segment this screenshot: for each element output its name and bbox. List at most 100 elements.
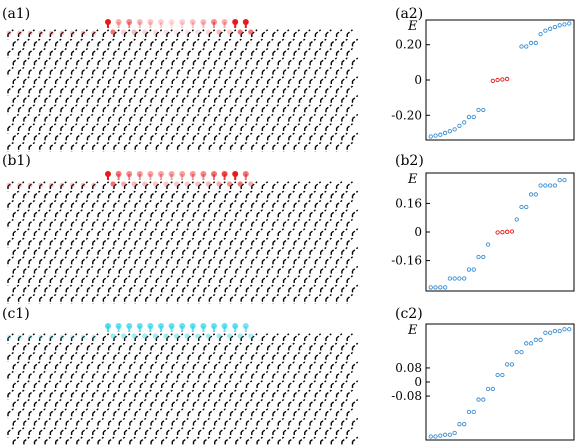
bond	[272, 29, 279, 35]
bulk-state-point	[481, 254, 486, 260]
bond	[145, 104, 152, 110]
bond	[246, 95, 253, 101]
bond	[288, 228, 295, 234]
bond	[277, 380, 285, 386]
bond	[224, 265, 232, 272]
bond	[155, 104, 163, 110]
bond	[214, 247, 221, 253]
bond	[39, 352, 46, 358]
bond	[145, 181, 152, 187]
bond	[161, 284, 168, 290]
bulk-state-point	[528, 192, 534, 197]
bond	[12, 436, 20, 442]
bond	[177, 29, 184, 35]
bond	[97, 399, 104, 405]
bond	[346, 370, 353, 377]
bond	[140, 132, 147, 138]
edge-state-point	[509, 229, 515, 234]
bond	[12, 209, 20, 215]
bond	[60, 256, 67, 262]
bond	[203, 190, 210, 196]
bond	[92, 333, 99, 339]
bond	[352, 209, 359, 215]
bond	[314, 181, 322, 187]
bond	[272, 275, 279, 281]
bond	[102, 218, 110, 225]
bond	[166, 29, 173, 35]
bond	[118, 265, 126, 272]
bond	[65, 38, 73, 44]
bond	[140, 265, 147, 272]
bond	[129, 436, 136, 442]
bond	[235, 342, 242, 348]
bond	[34, 265, 41, 272]
bond	[65, 190, 73, 196]
bond	[108, 113, 115, 120]
bond	[177, 48, 184, 54]
bond	[230, 370, 237, 377]
bond	[28, 123, 35, 129]
bond	[65, 417, 73, 424]
bond	[129, 247, 136, 253]
bond	[299, 209, 306, 215]
bond	[145, 200, 152, 206]
bond	[108, 417, 115, 424]
bond	[246, 417, 253, 424]
bond	[28, 333, 35, 339]
bond	[155, 408, 163, 414]
bond	[145, 352, 152, 358]
bulk-state-point	[524, 341, 529, 346]
bond	[346, 389, 353, 395]
bond	[39, 256, 46, 262]
bond	[230, 29, 237, 35]
edge-site	[6, 334, 12, 340]
bond	[187, 123, 194, 129]
bond	[44, 284, 51, 290]
edge-state-point	[505, 229, 510, 234]
bond	[140, 209, 147, 215]
bulk-state-point	[442, 285, 448, 290]
bond	[304, 275, 311, 281]
bond	[7, 237, 14, 243]
bond	[283, 333, 290, 339]
bond	[230, 218, 237, 225]
edge-site	[174, 29, 180, 35]
bond	[44, 76, 51, 82]
edge-site	[184, 181, 190, 187]
bond	[293, 389, 300, 395]
bond	[150, 436, 157, 442]
bond	[44, 113, 51, 120]
bond	[299, 380, 306, 386]
bulk-state-point	[514, 217, 519, 222]
bond	[102, 427, 110, 433]
edge-site	[158, 171, 164, 177]
bond	[71, 275, 78, 281]
bond	[108, 76, 115, 82]
bond	[87, 436, 94, 442]
edge-site	[6, 30, 12, 36]
edge-site	[131, 333, 137, 339]
bond	[155, 427, 163, 433]
bond	[325, 48, 332, 54]
bond	[177, 352, 184, 358]
bond	[309, 113, 316, 120]
bond	[240, 48, 247, 54]
bond	[113, 48, 120, 54]
edge-state-point	[495, 230, 500, 235]
energy-plot-a: E 0.20 0 -0.20	[391, 19, 575, 141]
bond	[171, 247, 179, 253]
bond	[341, 228, 348, 234]
energy-plot-b: E 0.16 0 -0.16	[391, 172, 575, 292]
bond	[330, 113, 338, 120]
bond	[320, 247, 327, 253]
bulk-state-point	[490, 386, 495, 392]
bond	[49, 237, 57, 243]
bond	[92, 29, 99, 35]
bond	[87, 209, 94, 215]
bond	[145, 275, 152, 281]
edge-state-point	[500, 230, 505, 235]
bond	[97, 132, 104, 138]
bond	[251, 427, 258, 433]
bond	[7, 352, 14, 358]
bond	[288, 342, 295, 348]
